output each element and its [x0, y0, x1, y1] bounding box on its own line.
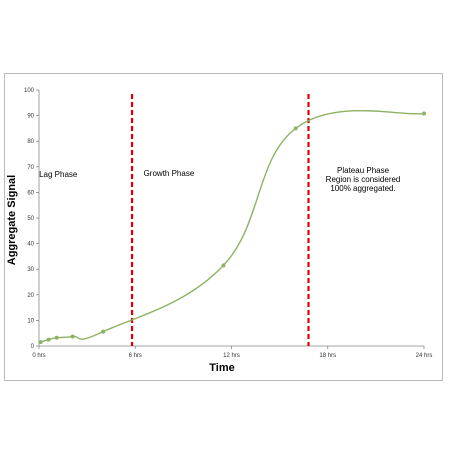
x-axis-title: Time	[209, 362, 234, 374]
y-tick-label: 60	[27, 190, 34, 196]
data-point	[38, 340, 43, 345]
y-tick-label: 0	[31, 344, 35, 350]
series	[38, 110, 426, 345]
y-tick-label: 80	[27, 139, 34, 145]
y-axis-title: Aggregate Signal	[6, 175, 18, 265]
x-tick-label: 12 hrs	[223, 353, 240, 359]
phase-label: Growth Phase	[144, 169, 195, 178]
data-point	[46, 337, 51, 342]
y-axis: 0 10 20 30 40 50 60 70 80 90 100	[24, 88, 40, 350]
y-tick-label: 70	[27, 165, 34, 171]
y-tick-label: 10	[27, 318, 34, 324]
data-point	[422, 111, 426, 116]
data-point	[70, 334, 75, 339]
chart-frame	[4, 73, 443, 381]
series-line	[40, 110, 425, 343]
y-tick-label: 40	[27, 242, 34, 248]
x-tick-label: 24 hrs	[416, 353, 433, 359]
phase-label: Lag Phase	[39, 170, 78, 179]
y-tick-label: 20	[27, 293, 34, 299]
phase-label: 100% aggregated.	[330, 184, 395, 193]
data-point	[221, 263, 226, 268]
data-point	[54, 335, 59, 340]
annotations: Lag Phase Growth Phase Plateau PhaseRegion…	[39, 166, 400, 193]
x-axis: 0 hrs 6 hrs 12 hrs 18 hrs 24 hrs	[32, 345, 433, 359]
y-tick-label: 90	[27, 114, 34, 120]
phase-lines	[130, 94, 310, 346]
y-tick-label: 100	[24, 88, 35, 94]
phase-label: Plateau Phase	[337, 166, 390, 175]
x-tick-label: 18 hrs	[319, 353, 336, 359]
y-tick-label: 30	[27, 267, 34, 273]
phase-label: Region is considered	[326, 175, 401, 184]
data-point	[101, 329, 106, 334]
data-point	[293, 126, 298, 131]
y-tick-label: 50	[27, 216, 34, 222]
x-tick-label: 0 hrs	[32, 353, 45, 359]
x-tick-label: 6 hrs	[129, 353, 142, 359]
